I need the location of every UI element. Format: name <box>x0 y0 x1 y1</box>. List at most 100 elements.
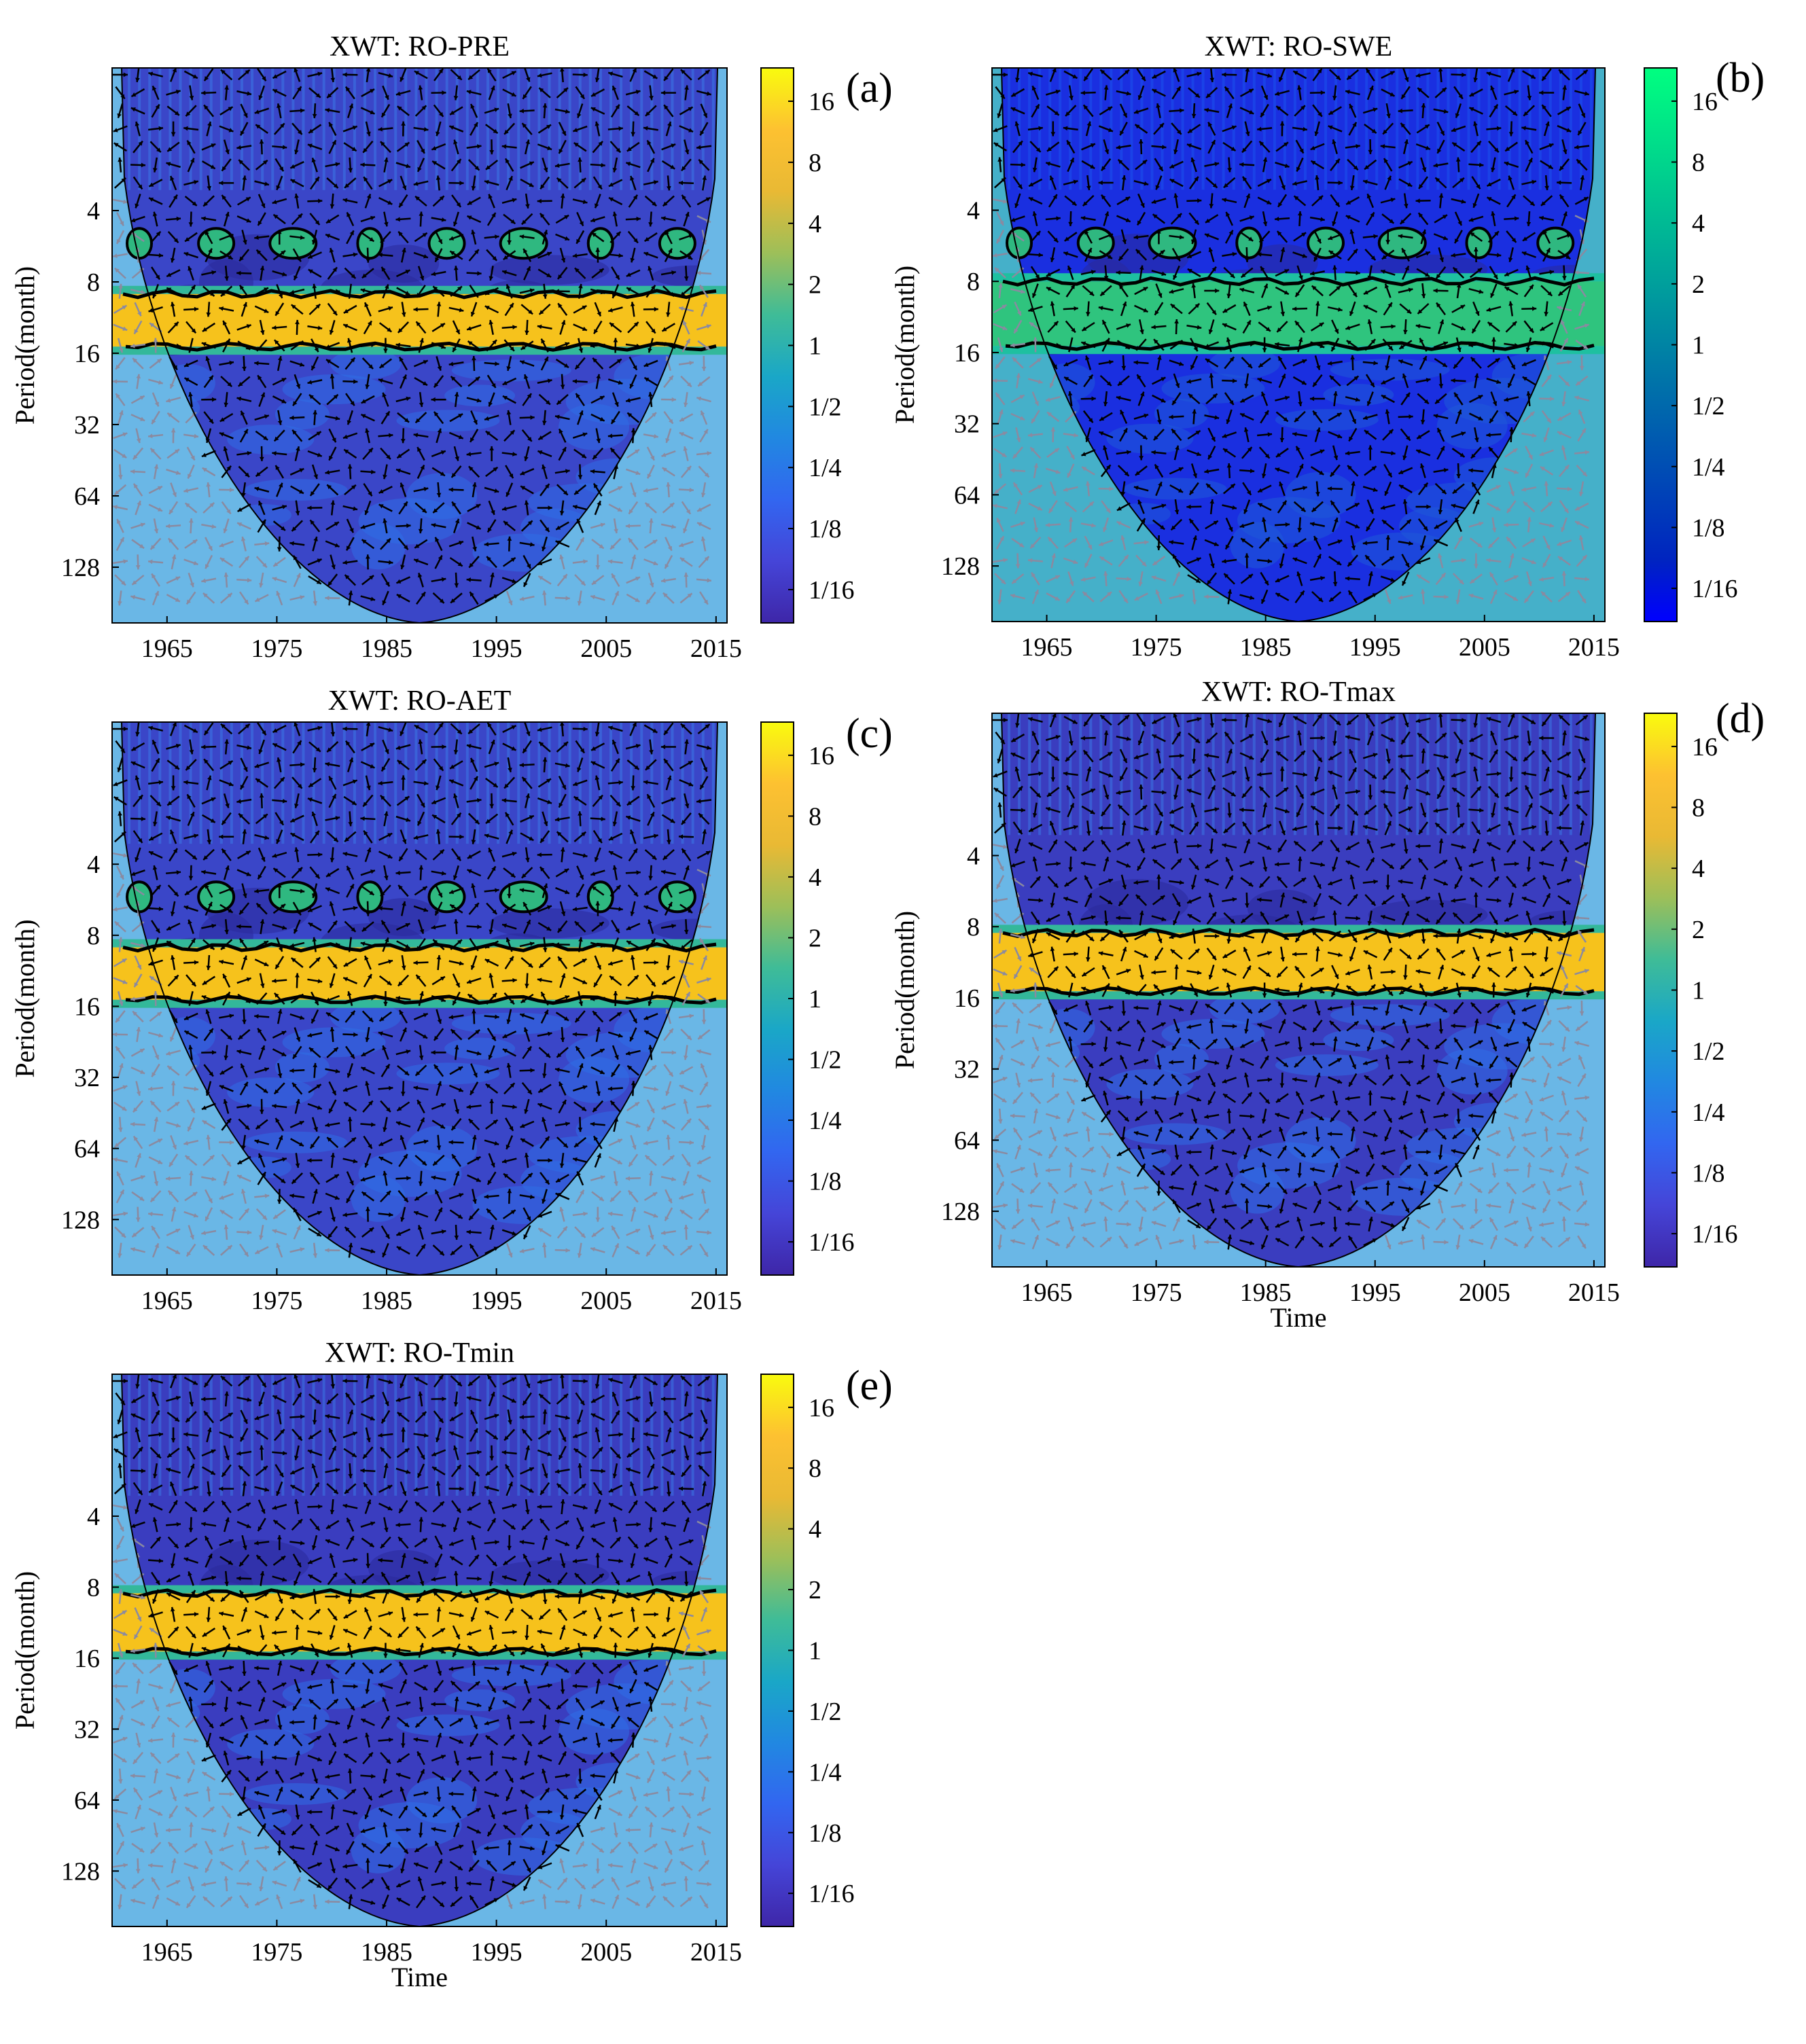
phase-arrow-head <box>141 162 146 168</box>
phase-arrow-head <box>1528 158 1533 163</box>
phase-arrow-head <box>1228 230 1233 235</box>
phase-arrow-head <box>1175 571 1180 577</box>
phase-arrow-head <box>565 109 570 114</box>
phase-arrow-head <box>1160 524 1165 530</box>
phase-arrow-head <box>635 744 641 749</box>
phase-arrow-head <box>1296 446 1300 451</box>
phase-arrow-head <box>366 68 371 72</box>
phase-arrow-head <box>211 524 216 529</box>
phase-arrow-head <box>554 414 560 420</box>
phase-arrow-head <box>210 164 215 169</box>
x-tick-label: 2015 <box>1568 633 1620 662</box>
phase-arrow-head <box>349 757 354 763</box>
phase-arrow-head <box>558 303 563 308</box>
phase-arrow-head <box>523 94 527 99</box>
phase-arrow-head <box>1584 577 1590 581</box>
phase-arrow-head <box>993 253 997 258</box>
phase-arrow-head <box>1241 272 1246 278</box>
phase-arrow-head <box>289 415 294 420</box>
phase-arrow-head <box>453 96 459 101</box>
phase-arrow-head <box>1192 473 1197 478</box>
phase-arrow-head <box>1225 544 1230 550</box>
phase-arrow-head <box>116 364 120 370</box>
phase-arrow-head <box>224 572 229 577</box>
phase-arrow-head <box>565 342 570 346</box>
phase-arrow-head <box>262 76 266 82</box>
phase-arrow-head <box>1433 288 1438 293</box>
phase-arrow-head <box>293 401 298 406</box>
phase-arrow-head <box>1385 535 1391 540</box>
phase-arrow-head <box>272 577 277 581</box>
phase-arrow-head <box>120 537 124 543</box>
phase-arrow-head <box>1267 432 1273 437</box>
phase-arrow-head <box>1153 435 1158 441</box>
phase-arrow-head <box>1559 166 1564 171</box>
power-patch <box>1230 522 1285 569</box>
phase-arrow-head <box>1010 468 1015 473</box>
phase-arrow-head <box>1055 596 1060 600</box>
phase-arrow-head <box>330 500 336 505</box>
phase-arrow-head <box>1034 401 1039 406</box>
phase-arrow-head <box>282 798 287 804</box>
phase-arrow-head <box>630 257 635 263</box>
phase-arrow-head <box>1335 158 1340 164</box>
phase-arrow-head <box>507 536 512 541</box>
phase-arrow-head <box>654 433 658 439</box>
phase-arrow-head <box>1124 471 1129 476</box>
phase-arrow-head <box>203 201 208 207</box>
phase-arrow-head <box>468 729 474 734</box>
phase-arrow-head <box>1140 202 1145 208</box>
phase-arrow-head <box>117 113 122 118</box>
phase-arrow-head <box>435 537 440 542</box>
phase-arrow-head <box>1408 541 1413 546</box>
phase-arrow-head <box>1209 499 1215 504</box>
phase-arrow-head <box>255 124 261 129</box>
phase-arrow-head <box>1563 149 1568 154</box>
power-patch <box>1275 409 1379 431</box>
phase-arrow-head <box>297 86 302 92</box>
phase-arrow-head <box>669 503 675 507</box>
phase-arrow-head <box>133 483 139 488</box>
phase-arrow-head <box>1054 448 1059 453</box>
phase-arrow-head <box>344 449 349 454</box>
phase-arrow-head <box>1191 113 1197 118</box>
phase-arrow-head <box>1035 104 1040 109</box>
phase-arrow-head <box>706 745 711 750</box>
phase-arrow-head <box>1528 454 1533 460</box>
phase-arrow-head <box>223 528 228 533</box>
phase-arrow-head <box>1152 74 1157 79</box>
phase-arrow-head <box>1367 319 1373 324</box>
phase-arrow-head <box>1173 68 1178 73</box>
phase-arrow-head <box>1508 175 1512 181</box>
phase-arrow-head <box>343 308 349 313</box>
phase-arrow-head <box>1173 149 1178 154</box>
phase-arrow-head <box>1373 487 1378 492</box>
phase-arrow-head <box>1404 139 1409 145</box>
stripe <box>1130 68 1133 190</box>
phase-arrow-head <box>1248 89 1254 94</box>
power-patch <box>275 399 330 430</box>
phase-arrow-head <box>175 576 181 581</box>
y-tick-label: 16 <box>74 340 100 368</box>
panel-label: (b) <box>1716 55 1765 101</box>
phase-arrow-head <box>298 341 304 346</box>
power-patch <box>396 410 500 432</box>
phase-arrow-head <box>701 492 706 497</box>
phase-arrow-head <box>1459 452 1465 457</box>
phase-arrow-head <box>470 311 476 317</box>
phase-arrow-head <box>226 509 231 514</box>
phase-arrow-head <box>388 560 393 565</box>
phase-arrow-head <box>155 104 160 109</box>
phase-arrow-head <box>628 538 633 543</box>
phase-arrow-head <box>1371 128 1377 133</box>
phase-arrow-head <box>1435 399 1440 404</box>
phase-arrow-head <box>1122 302 1127 306</box>
phase-arrow-head <box>176 343 181 348</box>
phase-arrow-head <box>1082 467 1087 471</box>
phase-arrow-head <box>488 194 493 199</box>
phase-arrow-head <box>485 819 491 824</box>
phase-arrow-head <box>433 411 439 416</box>
phase-arrow-head <box>679 306 684 311</box>
phase-arrow-head <box>397 760 402 765</box>
phase-arrow-head <box>325 761 330 767</box>
